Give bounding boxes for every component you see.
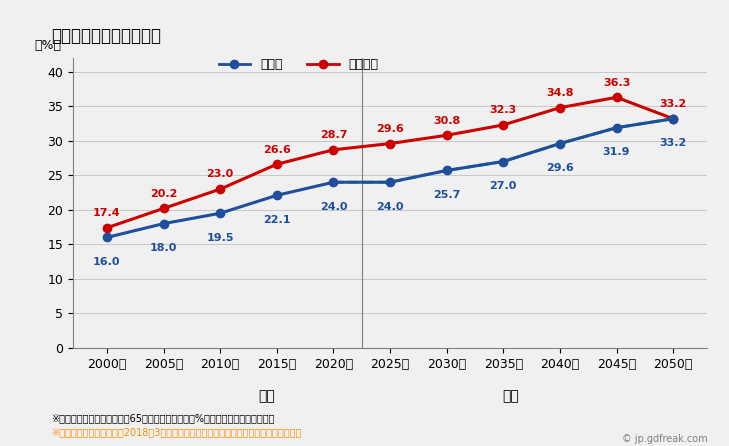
Text: 27.0: 27.0 xyxy=(490,181,517,191)
Text: 28.7: 28.7 xyxy=(319,130,347,140)
Text: 22.1: 22.1 xyxy=(263,215,291,225)
Text: 吉岡町の高齢化率の推移: 吉岡町の高齢化率の推移 xyxy=(51,27,161,45)
Text: 23.0: 23.0 xyxy=(206,169,234,179)
Text: 29.6: 29.6 xyxy=(546,163,574,173)
Text: 31.9: 31.9 xyxy=(603,147,631,157)
Text: ※図中の緑の点線は、前回2018年3月公表の「将来人口推計」に基づく当地域の高齢化率: ※図中の緑の点線は、前回2018年3月公表の「将来人口推計」に基づく当地域の高齢… xyxy=(51,427,301,437)
Text: 33.2: 33.2 xyxy=(660,138,687,148)
Text: 24.0: 24.0 xyxy=(319,202,347,212)
Text: （%）: （%） xyxy=(35,39,62,52)
Text: 20.2: 20.2 xyxy=(150,189,177,199)
Text: 17.4: 17.4 xyxy=(93,208,121,218)
Text: ※高齢化率：総人口にしめる65歳以上の人口割合（%）、年齢不詳を除いて算出: ※高齢化率：総人口にしめる65歳以上の人口割合（%）、年齢不詳を除いて算出 xyxy=(51,413,275,423)
Text: 19.5: 19.5 xyxy=(206,233,234,243)
Text: 33.2: 33.2 xyxy=(660,99,687,109)
Text: 30.8: 30.8 xyxy=(433,116,460,126)
Text: 24.0: 24.0 xyxy=(376,202,404,212)
Text: 26.6: 26.6 xyxy=(263,145,291,155)
Text: 36.3: 36.3 xyxy=(603,78,630,87)
Text: 29.6: 29.6 xyxy=(376,124,404,134)
Text: 18.0: 18.0 xyxy=(150,243,177,253)
Text: 32.3: 32.3 xyxy=(490,105,517,115)
Legend: 吉岡町, 全国平均: 吉岡町, 全国平均 xyxy=(219,58,378,71)
Text: 25.7: 25.7 xyxy=(433,190,460,200)
Text: 予測: 予測 xyxy=(502,389,519,403)
Text: 実績: 実績 xyxy=(258,389,275,403)
Text: 34.8: 34.8 xyxy=(546,88,574,98)
Text: © jp.gdfreak.com: © jp.gdfreak.com xyxy=(622,434,707,444)
Text: 16.0: 16.0 xyxy=(93,257,120,267)
